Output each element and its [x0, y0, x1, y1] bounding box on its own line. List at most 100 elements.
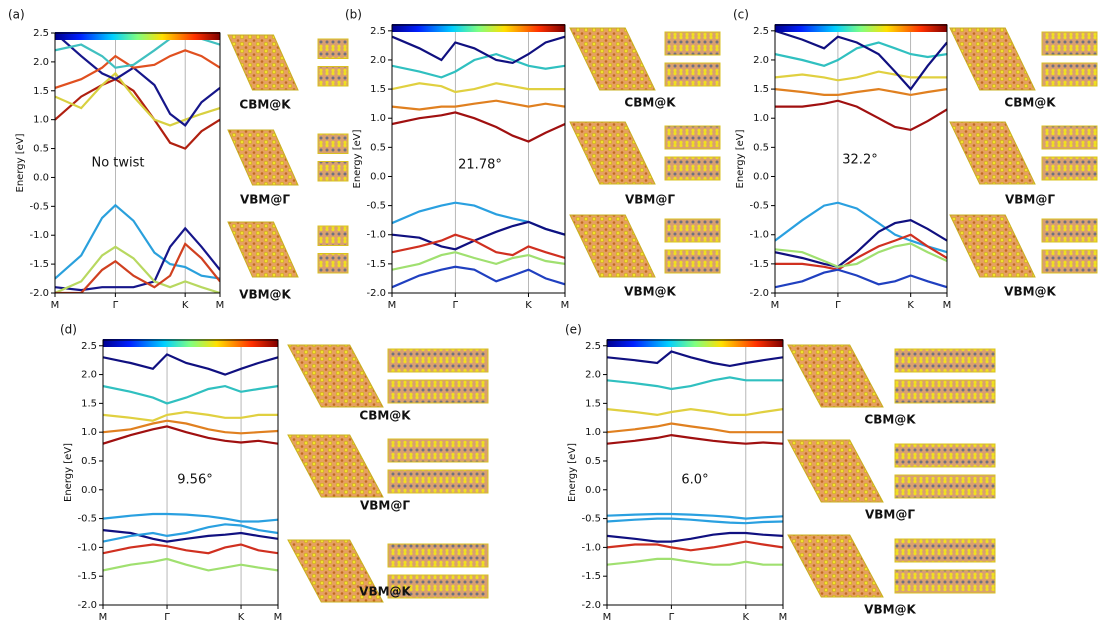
structure-top-view: [228, 35, 298, 90]
band-line: [607, 559, 783, 565]
y-tick-label: 2.5: [753, 26, 769, 37]
x-tick-label: M: [943, 300, 952, 311]
band-line: [392, 203, 565, 235]
y-tick-label: 2.0: [753, 55, 769, 66]
x-tick-label: M: [274, 612, 283, 623]
y-axis-label: Energy [eV]: [15, 133, 26, 192]
structure-side-view: [388, 349, 488, 372]
x-tick-label: M: [388, 300, 397, 311]
band-line: [607, 519, 783, 524]
band-line: [392, 83, 565, 92]
band-line: [392, 222, 565, 249]
y-tick-label: -2.0: [366, 288, 386, 299]
y-tick-label: 1.5: [585, 398, 601, 409]
band-line: [103, 412, 278, 421]
structure-label: VBM@Γ: [865, 508, 915, 522]
structure-side-view: [318, 39, 348, 59]
structure-top-view: [570, 122, 655, 184]
band-line: [103, 514, 278, 522]
structure-side-view: [388, 380, 488, 403]
x-tick-label: K: [525, 300, 532, 311]
structure-side-view: [1042, 219, 1097, 242]
y-axis-label: Energy [eV]: [63, 443, 74, 502]
panel-label: (c): [733, 8, 749, 22]
panel-label: (d): [60, 323, 77, 337]
y-tick-label: 0.0: [753, 171, 769, 182]
x-tick-label: Γ: [835, 300, 841, 311]
annotation: No twist: [91, 156, 144, 171]
y-tick-label: 0.0: [370, 171, 386, 182]
band-line: [103, 354, 278, 374]
structure-label: CBM@K: [864, 413, 916, 427]
annotation: 6.0°: [681, 473, 708, 488]
structure-side-view: [895, 475, 995, 498]
annotation: 21.78°: [458, 158, 502, 173]
band-line: [607, 542, 783, 551]
structure-top-view: [788, 535, 883, 597]
y-tick-label: 0.5: [585, 456, 601, 467]
structure-label: VBM@K: [359, 585, 411, 599]
x-tick-label: Γ: [453, 300, 459, 311]
structure-label: CBM@K: [359, 409, 411, 423]
structure-side-view: [665, 32, 720, 55]
x-tick-label: M: [99, 612, 108, 623]
structure-top-view: [950, 215, 1035, 277]
y-tick-label: 1.5: [81, 398, 97, 409]
y-axis-label: Energy [eV]: [735, 129, 746, 188]
y-tick-label: -0.5: [77, 514, 97, 525]
band-line: [103, 545, 278, 554]
structure-label: CBM@K: [624, 96, 676, 110]
structure-side-view: [318, 162, 348, 182]
band-line: [392, 54, 565, 77]
y-tick-label: 2.5: [33, 28, 49, 39]
band-line: [55, 205, 220, 278]
band-line: [775, 203, 947, 253]
band-line: [392, 101, 565, 110]
y-tick-label: -2.0: [29, 288, 49, 299]
band-line: [607, 435, 783, 444]
panel-label: (e): [565, 323, 582, 337]
x-tick-label: K: [182, 300, 189, 311]
structure-label: VBM@K: [239, 288, 291, 302]
y-tick-label: 0.5: [753, 142, 769, 153]
y-tick-label: 1.0: [585, 427, 601, 438]
y-tick-label: 1.0: [33, 115, 49, 126]
structure-label: VBM@Γ: [240, 193, 290, 207]
y-tick-label: 0.0: [33, 172, 49, 183]
x-tick-label: K: [907, 300, 914, 311]
band-line: [775, 270, 947, 288]
y-tick-label: -1.0: [29, 230, 49, 241]
y-tick-label: -1.5: [77, 571, 97, 582]
structure-label: VBM@Γ: [625, 193, 675, 207]
x-tick-label: M: [771, 300, 780, 311]
y-tick-label: -1.0: [77, 542, 97, 553]
y-axis-label: Energy [eV]: [567, 443, 578, 502]
y-tick-label: -1.5: [29, 259, 49, 270]
structure-top-view: [570, 28, 655, 90]
y-axis-label: Energy [eV]: [352, 129, 363, 188]
y-tick-label: -0.5: [581, 514, 601, 525]
structure-side-view: [1042, 126, 1097, 149]
band-line: [607, 409, 783, 415]
y-tick-label: 1.0: [753, 113, 769, 124]
structure-label: VBM@Γ: [1005, 193, 1055, 207]
structure-top-view: [228, 222, 298, 277]
x-tick-label: M: [51, 300, 60, 311]
band-line: [775, 101, 947, 130]
y-tick-label: -2.0: [581, 600, 601, 611]
band-line: [55, 79, 220, 148]
y-tick-label: 2.5: [81, 341, 97, 352]
y-tick-label: 0.0: [81, 485, 97, 496]
structure-side-view: [895, 570, 995, 593]
structure-side-view: [318, 67, 348, 87]
x-tick-label: M: [561, 300, 570, 311]
y-tick-label: -1.0: [366, 230, 386, 241]
structure-side-view: [1042, 157, 1097, 180]
annotation: 32.2°: [842, 153, 877, 168]
structure-label: VBM@Γ: [360, 499, 410, 513]
band-line: [103, 421, 278, 434]
structure-side-view: [388, 439, 488, 462]
structure-side-view: [1042, 63, 1097, 86]
y-tick-label: -0.5: [29, 201, 49, 212]
y-tick-label: 0.5: [370, 142, 386, 153]
